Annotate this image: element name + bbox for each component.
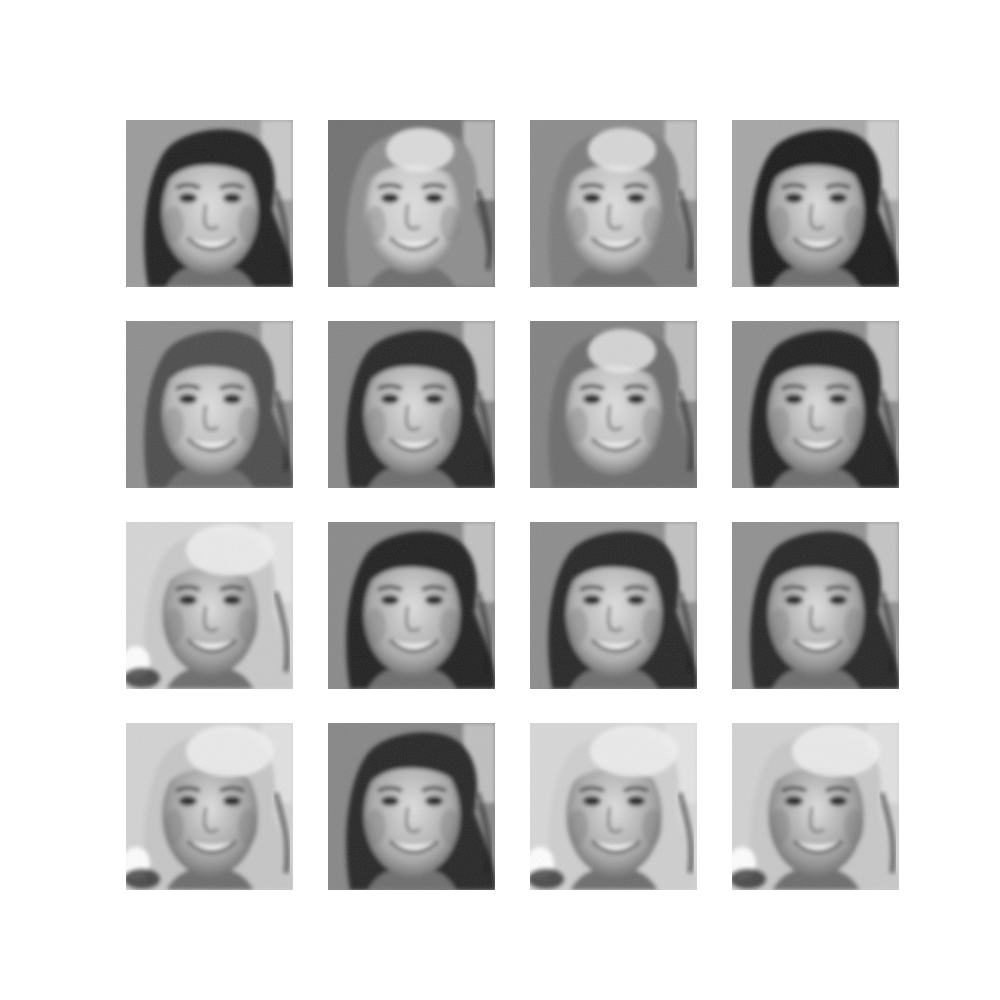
face-sample-image: [126, 321, 293, 488]
face-sample-image: [328, 321, 495, 488]
face-sample-tile: [126, 321, 293, 488]
face-sample-image: [126, 522, 293, 689]
face-sample-tile: [530, 522, 697, 689]
face-sample-image: [328, 120, 495, 287]
face-sample-image: [530, 723, 697, 890]
face-sample-image: [530, 522, 697, 689]
face-sample-tile: [530, 321, 697, 488]
face-sample-tile: [126, 522, 293, 689]
face-sample-image: [530, 321, 697, 488]
face-sample-image: [126, 120, 293, 287]
face-sample-tile: [732, 321, 899, 488]
face-sample-tile: [530, 120, 697, 287]
face-sample-tile: [328, 723, 495, 890]
face-sample-image: [328, 522, 495, 689]
face-sample-image: [732, 723, 899, 890]
face-sample-image: [732, 522, 899, 689]
face-sample-tile: [732, 120, 899, 287]
face-sample-image: [126, 723, 293, 890]
face-sample-image: [328, 723, 495, 890]
face-sample-tile: [328, 522, 495, 689]
face-sample-image: [732, 120, 899, 287]
face-sample-tile: [328, 120, 495, 287]
face-sample-image: [732, 321, 899, 488]
face-sample-tile: [530, 723, 697, 890]
face-sample-image: [530, 120, 697, 287]
face-sample-tile: [126, 723, 293, 890]
face-sample-tile: [126, 120, 293, 287]
face-sample-tile: [328, 321, 495, 488]
face-sample-tile: [732, 522, 899, 689]
face-sample-tile: [732, 723, 899, 890]
sample-grid: [126, 120, 900, 890]
